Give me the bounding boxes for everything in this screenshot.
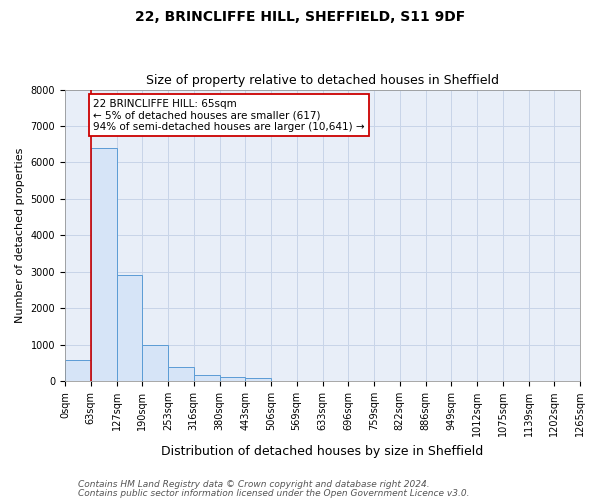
Bar bbox=[116, 276, 142, 381]
X-axis label: Distribution of detached houses by size in Sheffield: Distribution of detached houses by size … bbox=[161, 444, 484, 458]
Bar bbox=[194, 375, 220, 381]
Title: Size of property relative to detached houses in Sheffield: Size of property relative to detached ho… bbox=[146, 74, 499, 87]
Bar bbox=[220, 377, 245, 381]
Text: 22 BRINCLIFFE HILL: 65sqm
← 5% of detached houses are smaller (617)
94% of semi-: 22 BRINCLIFFE HILL: 65sqm ← 5% of detach… bbox=[94, 98, 365, 132]
Text: 22, BRINCLIFFE HILL, SHEFFIELD, S11 9DF: 22, BRINCLIFFE HILL, SHEFFIELD, S11 9DF bbox=[135, 10, 465, 24]
Bar bbox=[168, 368, 194, 381]
Bar bbox=[65, 360, 91, 381]
Y-axis label: Number of detached properties: Number of detached properties bbox=[15, 148, 25, 323]
Bar bbox=[142, 344, 168, 381]
Bar bbox=[91, 148, 116, 381]
Bar bbox=[245, 378, 271, 381]
Text: Contains public sector information licensed under the Open Government Licence v3: Contains public sector information licen… bbox=[78, 488, 470, 498]
Text: Contains HM Land Registry data © Crown copyright and database right 2024.: Contains HM Land Registry data © Crown c… bbox=[78, 480, 430, 489]
